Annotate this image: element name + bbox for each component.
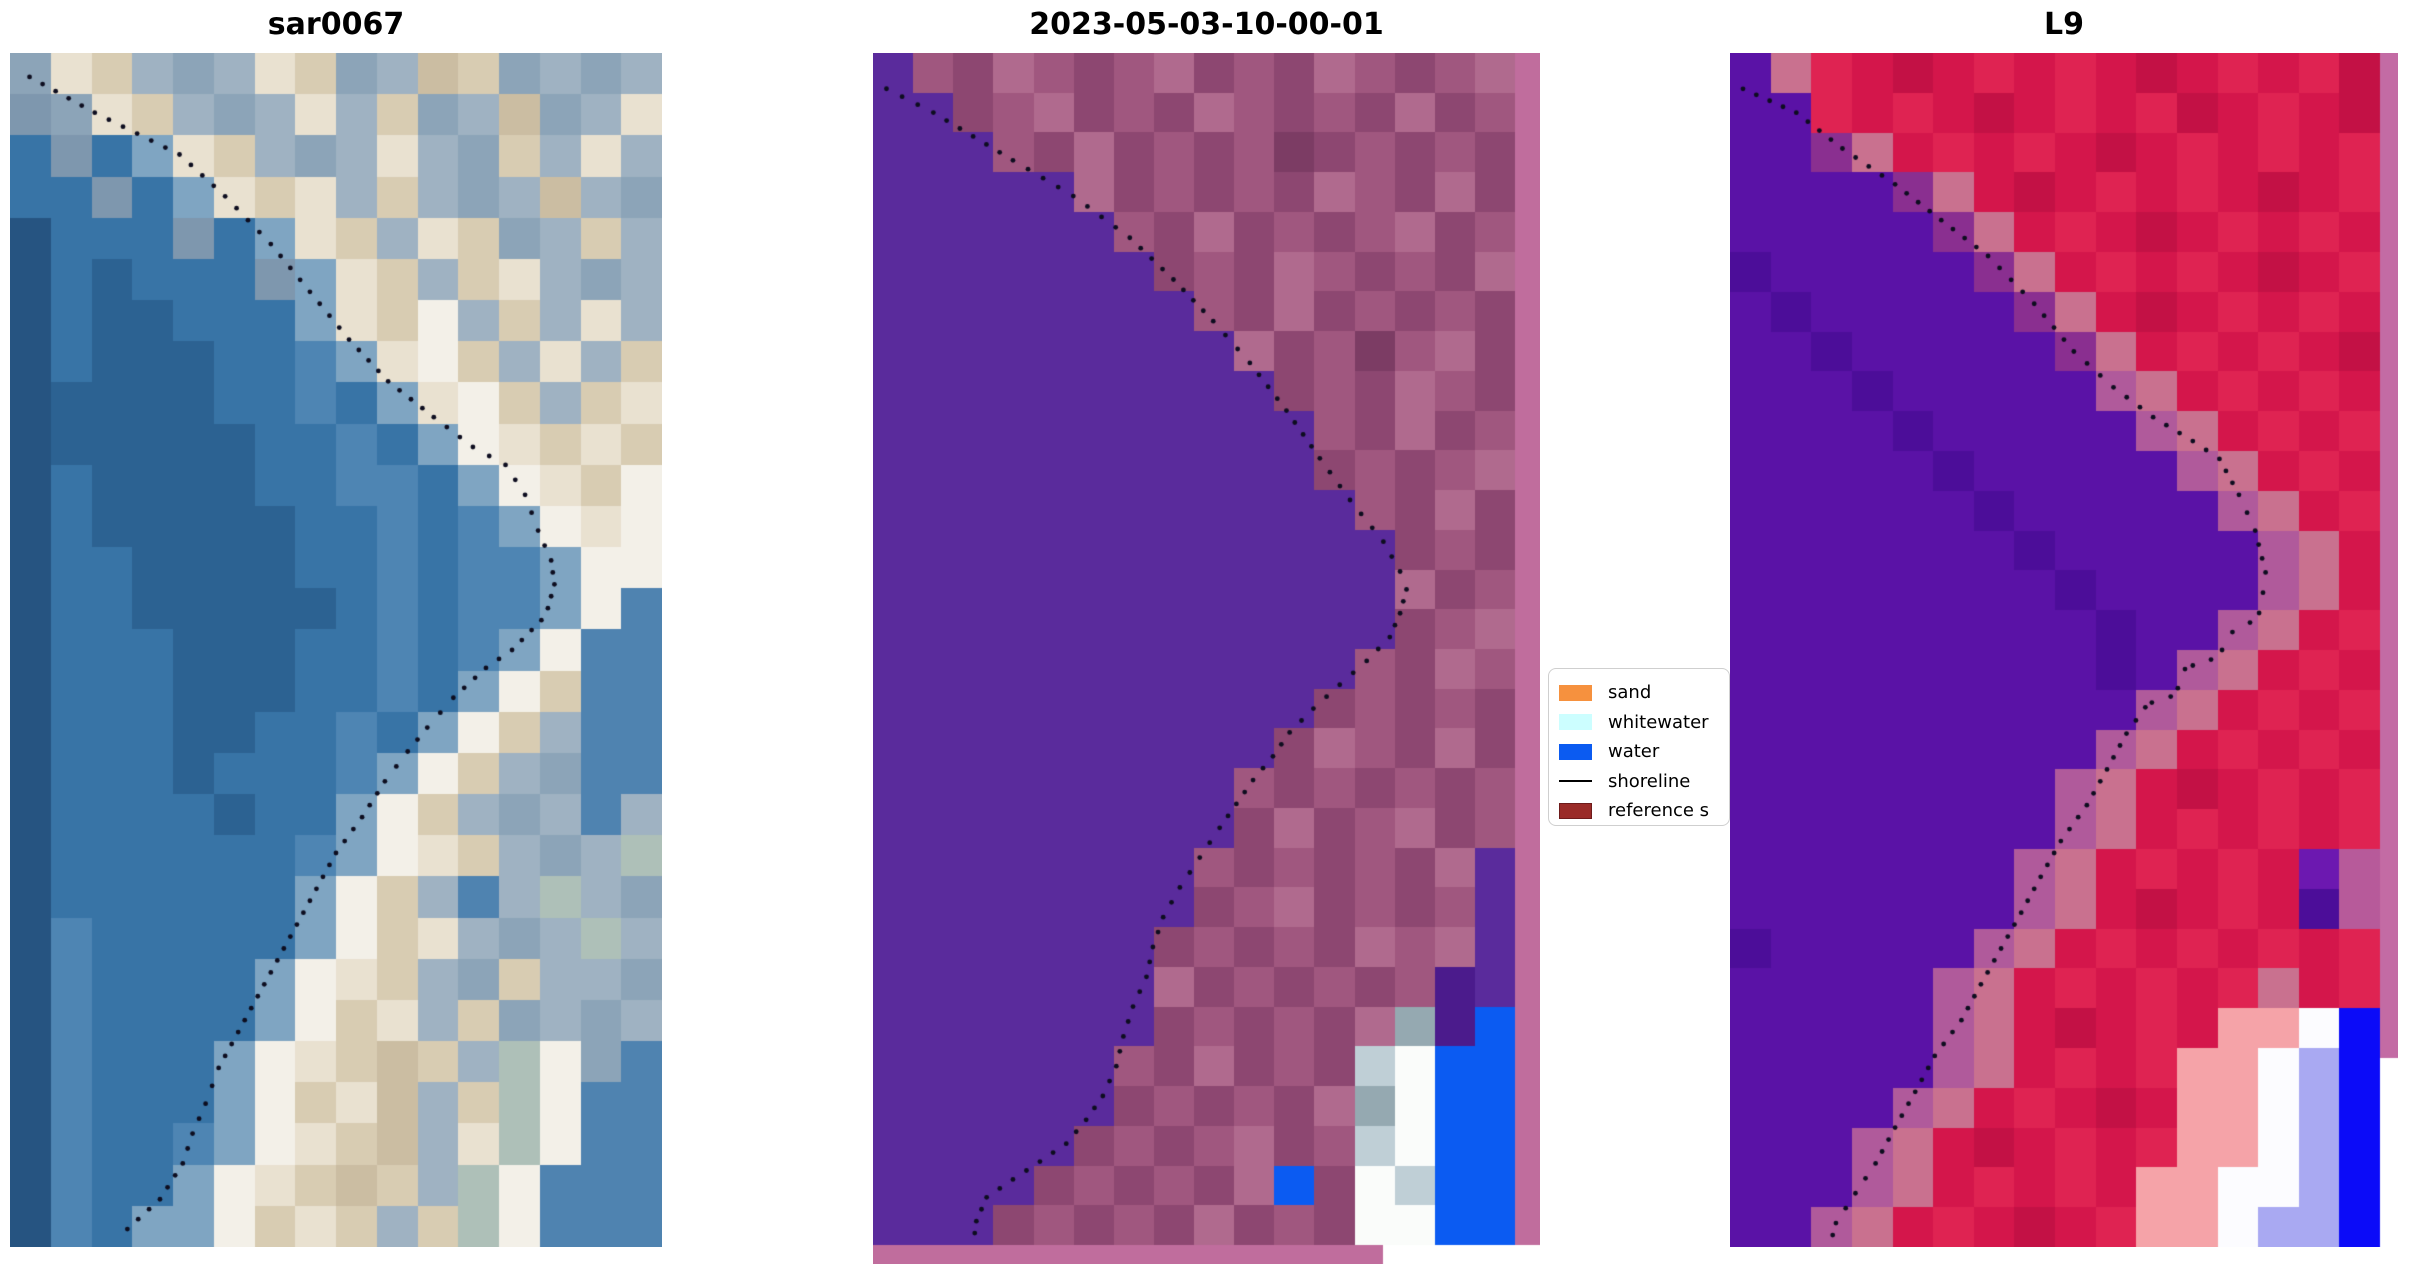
panel-title-sar: sar0067: [267, 7, 405, 42]
panel-title-l9: L9: [2044, 7, 2084, 42]
legend-item-sand: sand: [1559, 678, 1729, 708]
legend-item-shoreline: shoreline: [1559, 767, 1729, 797]
legend-item-water: water: [1559, 737, 1729, 767]
classification-legend: sand whitewater water shoreline reference s: [1548, 668, 1730, 826]
legend-item-whitewater: whitewater: [1559, 708, 1729, 738]
legend-swatch-patch: [1559, 714, 1592, 731]
legend-label: whitewater: [1608, 711, 1709, 733]
legend-swatch-patch: [1559, 743, 1592, 760]
legend-swatch-patch: [1559, 802, 1592, 819]
legend-label: reference s: [1608, 800, 1710, 822]
l9-image-panel: [1730, 53, 2398, 1247]
legend-item-reference-s: reference s: [1559, 796, 1729, 825]
legend-label: sand: [1608, 682, 1652, 704]
legend-swatch-patch: [1559, 684, 1592, 701]
sar-image-panel: [10, 53, 662, 1247]
legend-label: water: [1608, 741, 1660, 763]
legend-swatch-line: [1559, 780, 1592, 783]
classified-image-panel: [873, 53, 1540, 1264]
legend-label: shoreline: [1608, 770, 1691, 792]
panel-title-date: 2023-05-03-10-00-01: [1029, 7, 1384, 42]
